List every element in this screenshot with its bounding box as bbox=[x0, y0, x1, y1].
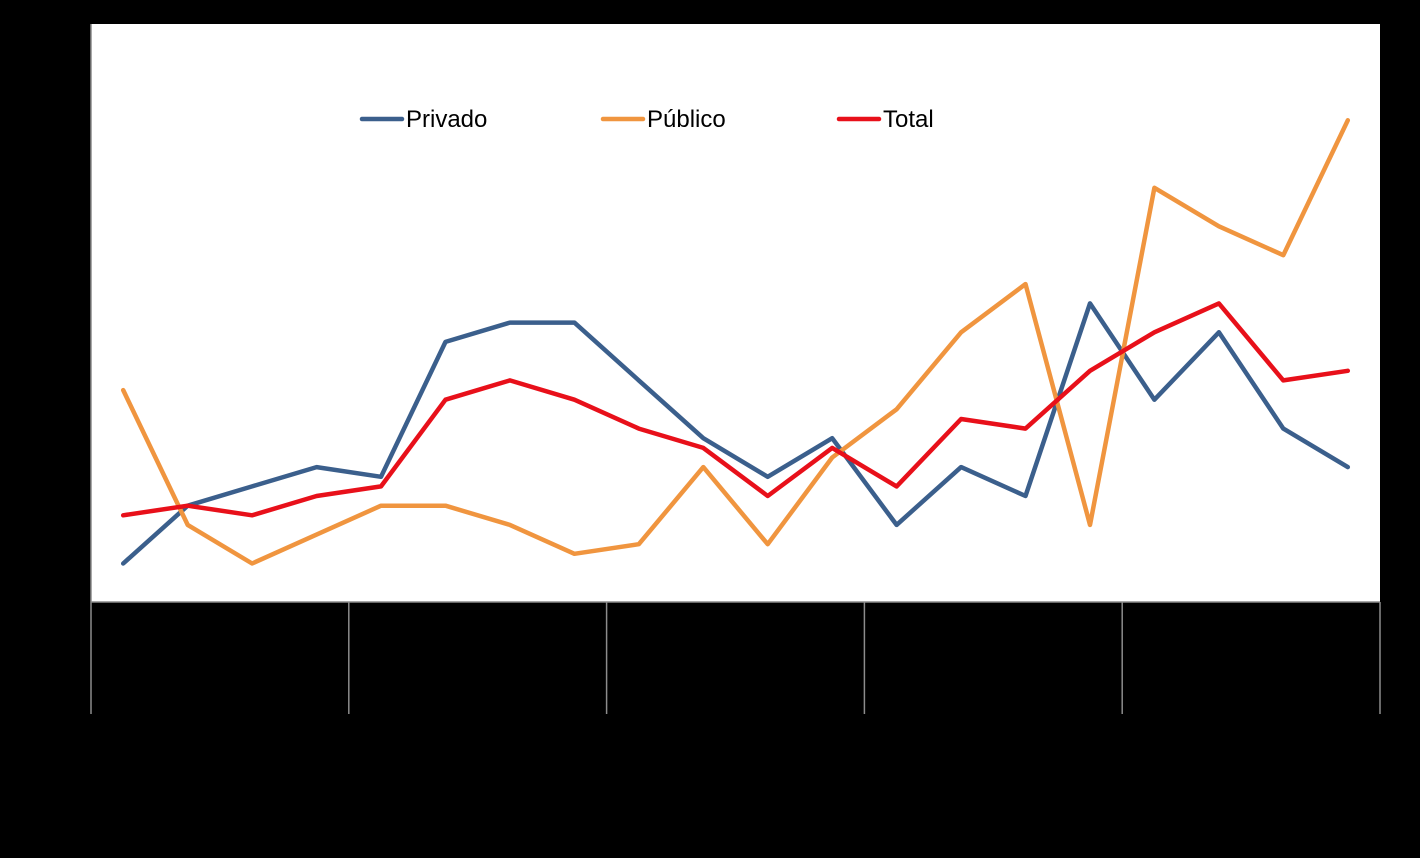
legend-label-total: Total bbox=[883, 106, 934, 133]
category-dividers bbox=[90, 602, 1381, 714]
series-layer bbox=[120, 118, 1351, 566]
legend-label-público: Público bbox=[647, 106, 726, 133]
series-line-público bbox=[120, 118, 1351, 566]
legend: Privado Público Total bbox=[359, 106, 934, 133]
plot-area bbox=[91, 24, 1380, 602]
series-line-privado bbox=[120, 301, 1351, 566]
legend-label-privado: Privado bbox=[406, 106, 487, 133]
series-line-total bbox=[120, 301, 1351, 518]
